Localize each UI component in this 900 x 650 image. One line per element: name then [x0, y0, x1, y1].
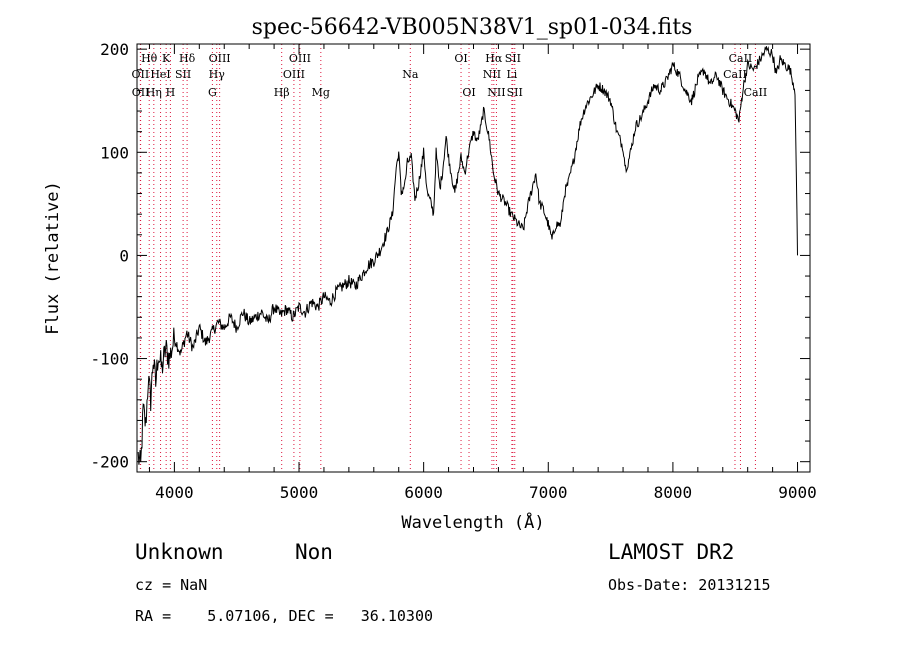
line-label: Hγ — [209, 68, 226, 81]
x-tick-label: 5000 — [280, 483, 319, 502]
x-tick-label: 7000 — [529, 483, 568, 502]
x-tick-label: 4000 — [155, 483, 194, 502]
line-label: Hδ — [179, 52, 196, 65]
line-label: CaII — [723, 68, 747, 81]
line-label: G — [208, 86, 217, 99]
line-label: SII — [507, 86, 523, 99]
class-label: Unknown — [135, 540, 224, 564]
y-axis-label: Flux (relative) — [43, 181, 63, 335]
plot-frame — [136, 43, 811, 473]
line-label: OII — [132, 68, 150, 81]
line-label: NII — [487, 86, 505, 99]
line-label: Hη — [146, 86, 162, 99]
line-label: Na — [402, 68, 419, 81]
line-label: Mg — [312, 86, 330, 99]
obs-date-text: Obs-Date: 20131215 — [608, 576, 771, 594]
spectrum-series — [137, 45, 798, 465]
line-label: OI — [462, 86, 475, 99]
y-tick-label: 200 — [100, 40, 129, 59]
line-label: CaII — [729, 52, 753, 65]
line-label: Hα — [485, 52, 503, 65]
spectrum-line — [137, 45, 798, 465]
y-tick-label: 100 — [100, 143, 129, 162]
line-label: H — [166, 86, 176, 99]
line-label: SII — [175, 68, 191, 81]
chart-title: spec-56642-VB005N38V1_sp01-034.fits — [252, 15, 693, 40]
subclass-label: Non — [295, 540, 333, 564]
x-tick-label: 8000 — [654, 483, 693, 502]
line-label: OIII — [289, 52, 311, 65]
line-label: Hθ — [141, 52, 158, 65]
line-label: CaII — [744, 86, 768, 99]
x-axis-label: Wavelength (Å) — [401, 511, 544, 533]
line-label: SII — [505, 52, 521, 65]
x-tick-label: 9000 — [778, 483, 817, 502]
y-tick-label: -200 — [90, 453, 129, 472]
line-label: HeI — [150, 68, 170, 81]
line-label: OIII — [283, 68, 305, 81]
line-label: OI — [454, 52, 467, 65]
survey-label: LAMOST DR2 — [608, 540, 734, 564]
line-label: OII — [132, 86, 150, 99]
line-label: OIII — [209, 52, 231, 65]
line-label: Hβ — [274, 86, 290, 99]
y-tick-label: 0 — [119, 246, 129, 265]
line-label: Li — [506, 68, 517, 81]
cz-text: cz = NaN — [135, 576, 207, 594]
line-label: K — [162, 52, 171, 65]
spectral-line-markers — [139, 44, 756, 472]
line-label: NII — [483, 68, 501, 81]
y-tick-label: -100 — [90, 350, 129, 369]
x-tick-label: 6000 — [404, 483, 443, 502]
axis-ticks: 4000 5000 6000 7000 8000 9000 -200 -100 0 100 200 — [90, 40, 816, 502]
radec-text: RA = 5.07106, DEC = 36.10300 — [135, 607, 433, 625]
